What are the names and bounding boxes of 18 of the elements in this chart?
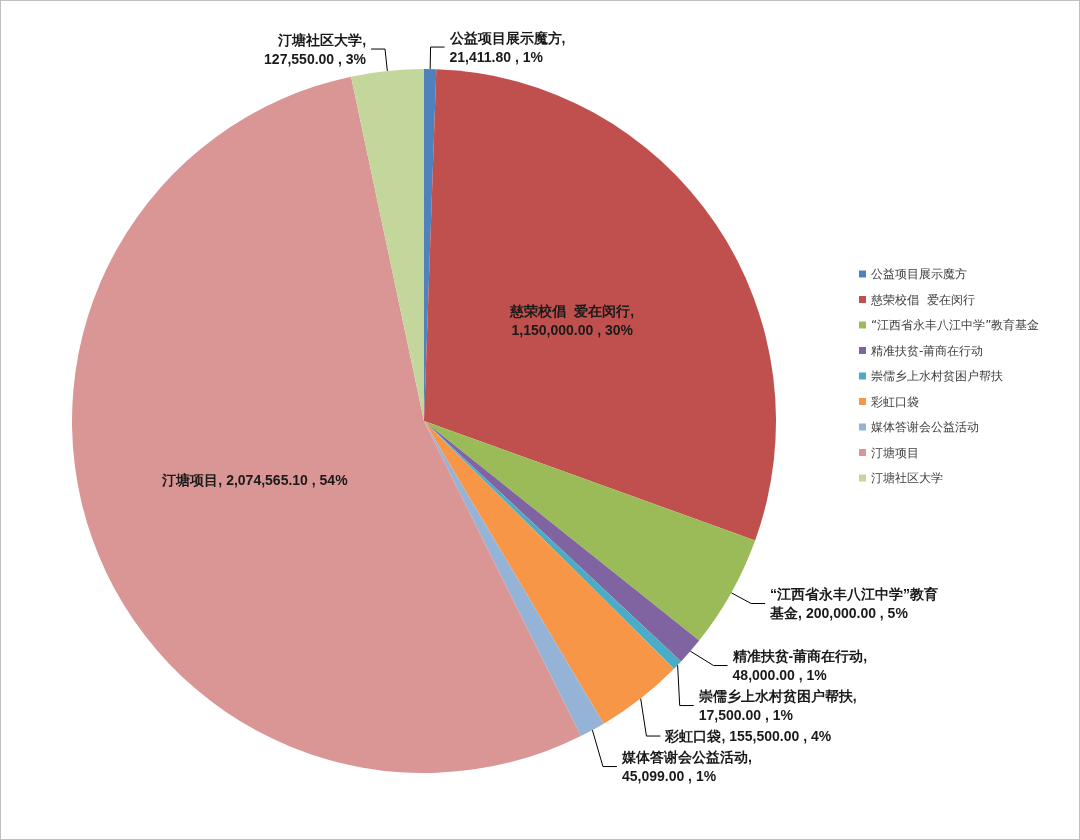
data-label: 彩虹口袋, 155,500.00 , 4% <box>664 728 832 745</box>
legend-label: 汀塘项目 <box>871 445 919 460</box>
data-label: 公益项目展示魔方, 21,411.80 , 1% <box>448 29 566 65</box>
data-label: 精准扶贫-莆商在行动, 48,000.00 , 1% <box>731 648 868 684</box>
data-label: “江西省永丰八江中学”教育基金, 200,000.00 , 5% <box>769 586 939 621</box>
legend-label: 慈荣校倡 爱在闵行 <box>870 292 975 307</box>
legend-label: “江西省永丰八江中学”教育基金 <box>871 318 1040 332</box>
data-label: 汀塘项目, 2,074,565.10 , 54% <box>161 471 349 488</box>
legend-label: 媒体答谢会公益活动 <box>871 420 979 434</box>
legend-label: 公益项目展示魔方 <box>871 267 967 281</box>
data-label: 汀塘社区大学, 127,550.00 , 3% <box>264 31 367 67</box>
data-label: 崇儒乡上水村贫困户帮扶, 17,500.00 , 1% <box>697 688 857 724</box>
data-label: 慈荣校倡 爱在闵行, 1,150,000.00 , 30% <box>509 303 635 339</box>
legend-label: 精准扶贫-莆商在行动 <box>871 343 984 358</box>
legend-label: 汀塘社区大学 <box>871 471 943 485</box>
legend-label: 崇儒乡上水村贫困户帮扶 <box>871 369 1003 383</box>
data-label: 媒体答谢会公益活动, 45,099.00 , 1% <box>620 749 752 785</box>
legend-label: 彩虹口袋 <box>871 394 919 409</box>
